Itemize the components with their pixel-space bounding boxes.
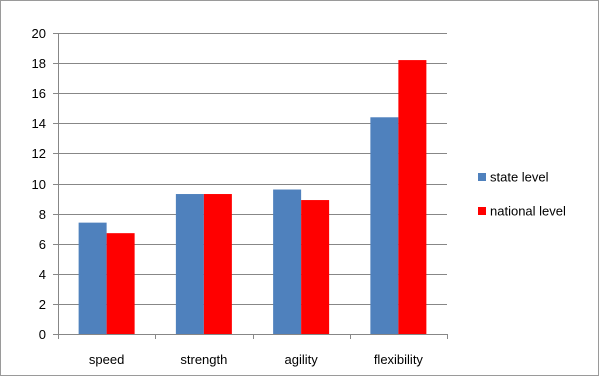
- bar-state-level-agility: [273, 189, 302, 334]
- y-tick-label: 16: [32, 86, 46, 101]
- y-tick-label: 8: [39, 207, 46, 222]
- bars: [78, 60, 427, 335]
- x-tick-label: speed: [89, 352, 124, 367]
- bar-state-level-flexibility: [370, 117, 399, 334]
- x-tick-label: flexibility: [374, 352, 424, 367]
- bar-national-level-flexibility: [398, 60, 427, 335]
- x-tick-label: strength: [180, 352, 227, 367]
- y-tick-label: 12: [32, 146, 46, 161]
- bar-state-level-speed: [78, 222, 107, 334]
- y-tick-label: 14: [32, 116, 46, 131]
- legend: state level national level: [478, 170, 566, 219]
- legend-swatch-state-level: [478, 173, 486, 181]
- y-tick-labels: 0 2 4 6 8 10 12 14 16 18 20: [32, 26, 46, 342]
- y-tick-label: 0: [39, 327, 46, 342]
- bar-national-level-speed: [106, 233, 135, 334]
- y-tick-label: 4: [39, 267, 46, 282]
- bar-state-level-strength: [175, 194, 204, 334]
- bar-national-level-agility: [301, 200, 330, 334]
- y-tick-label: 2: [39, 297, 46, 312]
- y-tick-label: 20: [32, 26, 46, 41]
- bar-national-level-strength: [203, 194, 232, 334]
- legend-label: national level: [490, 204, 566, 219]
- x-tick-label: agility: [285, 352, 319, 367]
- y-tick-label: 10: [32, 177, 46, 192]
- y-tick-label: 18: [32, 56, 46, 71]
- x-tick-labels: speed strength agility flexibility: [89, 352, 424, 367]
- y-tick-label: 6: [39, 237, 46, 252]
- legend-label: state level: [490, 170, 549, 185]
- axes: [53, 33, 448, 339]
- legend-swatch-national-level: [478, 207, 486, 215]
